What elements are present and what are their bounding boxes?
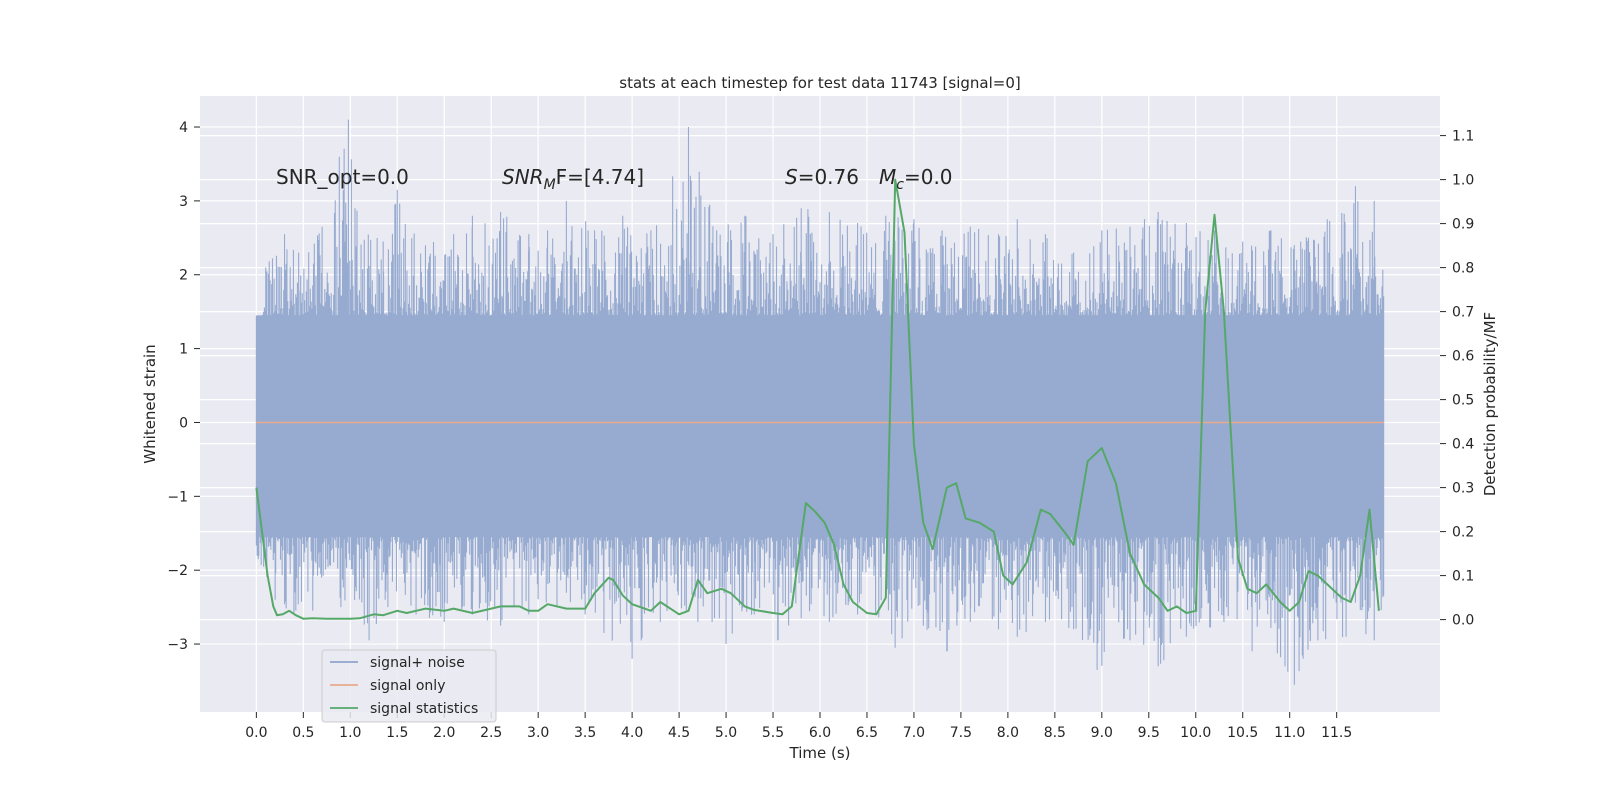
- x-tick-label-7: 3.5: [574, 725, 596, 741]
- x-tick-label-12: 6.0: [809, 725, 831, 741]
- y2-tick-label-2: 0.2: [1452, 525, 1474, 541]
- chart-title: stats at each timestep for test data 117…: [619, 74, 1020, 92]
- y2-tick-label-6: 0.6: [1452, 349, 1474, 365]
- x-tick-label-6: 3.0: [527, 725, 549, 741]
- annotation-snr-opt: SNR_opt=0.0: [276, 165, 409, 189]
- x-tick-label-19: 9.5: [1138, 725, 1160, 741]
- y2-tick-label-0: 0.0: [1452, 613, 1474, 629]
- annotation-snr-mf-main: SNR: [502, 165, 544, 189]
- left-axis-ticks: −3 −2 −1 0 1 2 3 4: [167, 120, 200, 653]
- x-tick-label-15: 7.5: [950, 725, 972, 741]
- y-tick-label-2: −1: [167, 489, 188, 505]
- annotation-s-value: =0.76: [798, 165, 859, 189]
- left-axis-label: Whitened strain: [141, 344, 159, 463]
- annotation-mc-value: =0.0: [904, 165, 953, 189]
- x-tick-label-21: 10.5: [1227, 725, 1258, 741]
- x-tick-label-10: 5.0: [715, 725, 737, 741]
- x-tick-label-22: 11.0: [1274, 725, 1305, 741]
- signal-statistics-series: [255, 178, 1380, 620]
- y2-tick-label-4: 0.4: [1452, 437, 1474, 453]
- x-tick-label-2: 1.0: [339, 725, 361, 741]
- y-tick-label-7: 4: [179, 120, 188, 136]
- annotation-s: S=0.76: [785, 165, 859, 189]
- x-tick-label-14: 7.0: [903, 725, 925, 741]
- annotation-snr-mf: SNRMF=[4.74]: [502, 165, 644, 193]
- y2-tick-label-7: 0.7: [1452, 305, 1474, 321]
- legend-label-signal-noise: signal+ noise: [370, 655, 465, 671]
- legend-label-signal-only: signal only: [370, 678, 445, 694]
- x-axis-label: Time (s): [789, 744, 851, 762]
- y2-tick-label-1: 0.1: [1452, 569, 1474, 585]
- x-tick-label-0: 0.0: [245, 725, 267, 741]
- legend-label-signal-statistics: signal statistics: [370, 701, 478, 717]
- y-tick-label-3: 0: [179, 415, 188, 431]
- x-tick-label-3: 1.5: [386, 725, 408, 741]
- x-tick-label-4: 2.0: [433, 725, 455, 741]
- y-tick-label-1: −2: [167, 563, 188, 579]
- y-tick-label-0: −3: [167, 637, 188, 653]
- legend: signal+ noise signal only signal statist…: [321, 649, 497, 723]
- annotation-snr-mf-sub: M: [544, 177, 556, 193]
- annotation-snr-mf-rest: F=[4.74]: [556, 165, 644, 189]
- x-tick-label-5: 2.5: [480, 725, 502, 741]
- y2-tick-label-3: 0.3: [1452, 481, 1474, 497]
- x-tick-label-11: 5.5: [762, 725, 784, 741]
- legend-box: [321, 649, 497, 723]
- y2-tick-label-5: 0.5: [1452, 393, 1474, 409]
- annotation-s-label: S: [785, 165, 798, 189]
- x-tick-label-8: 4.0: [621, 725, 643, 741]
- annotation-mc: Mc=0.0: [879, 165, 953, 193]
- signal-noise-series: [255, 119, 1385, 685]
- annotation-mc-sub: c: [896, 177, 904, 193]
- right-axis-ticks: 0.0 0.1 0.2 0.3 0.4 0.5 0.6 0.7 0.8 0.9 1.0 1.1: [1440, 129, 1474, 629]
- y2-tick-label-11: 1.1: [1452, 129, 1474, 145]
- x-tick-label-9: 4.5: [668, 725, 690, 741]
- x-tick-label-1: 0.5: [292, 725, 314, 741]
- x-tick-label-13: 6.5: [856, 725, 878, 741]
- y2-tick-label-8: 0.8: [1452, 261, 1474, 277]
- x-axis-ticks: 0.0 0.5 1.0 1.5 2.0 2.5 3.0 3.5 4.0 4.5 5.0 5.5 6.0 6…: [245, 712, 1352, 741]
- x-tick-label-16: 8.0: [997, 725, 1019, 741]
- right-axis-label: Detection probability/MF: [1481, 312, 1499, 496]
- signal-statistics-line: [255, 178, 1380, 620]
- noise-line: [255, 119, 1385, 685]
- y2-tick-label-10: 1.0: [1452, 173, 1474, 189]
- x-tick-label-18: 9.0: [1091, 725, 1113, 741]
- y-tick-label-4: 1: [179, 342, 188, 358]
- annotation-mc-main: M: [879, 165, 896, 189]
- y-tick-label-6: 3: [179, 194, 188, 210]
- x-tick-label-17: 8.5: [1044, 725, 1066, 741]
- x-tick-label-23: 11.5: [1321, 725, 1352, 741]
- y-tick-label-5: 2: [179, 268, 188, 284]
- y2-tick-label-9: 0.9: [1452, 217, 1474, 233]
- x-tick-label-20: 10.0: [1180, 725, 1211, 741]
